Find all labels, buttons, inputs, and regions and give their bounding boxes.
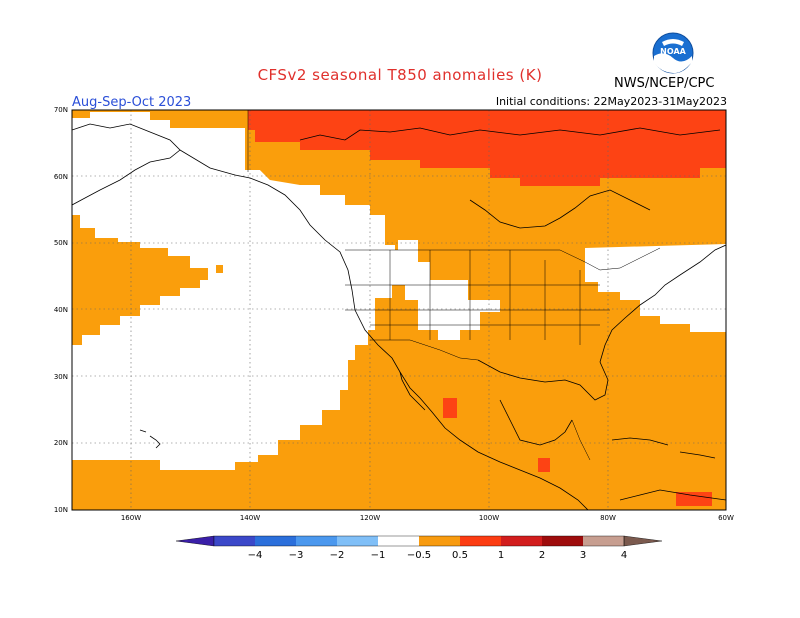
latitude-labels: 70N 60N 50N 40N 30N 20N 10N (54, 106, 68, 514)
initial-conditions-label: Initial conditions: 22May2023-31May2023 (495, 95, 727, 108)
graticule (72, 110, 726, 510)
warm-spot-central-america (538, 458, 550, 472)
season-label: Aug-Sep-Oct 2023 (72, 95, 192, 110)
map-title: CFSv2 seasonal T850 anomalies (K) (257, 66, 543, 84)
colorbar-tick-label: 3 (580, 550, 586, 561)
map-frame (71, 109, 727, 511)
colorbar-segment (296, 536, 337, 546)
neutral-region-northeast (585, 244, 726, 332)
colorbar-tick-label: 0.5 (452, 550, 468, 561)
lon-label: 80W (600, 514, 616, 522)
colorbar-tick-label: 1 (498, 550, 504, 561)
longitude-labels: 160W 140W 120W 100W 80W 60W (121, 514, 734, 522)
lat-label: 60N (54, 173, 68, 181)
warm-region-arctic (248, 110, 726, 186)
colorbar-tick-label: −1 (371, 550, 386, 561)
lat-label: 50N (54, 239, 68, 247)
colorbar-tick-label: −2 (330, 550, 345, 561)
colorbar-segment (501, 536, 542, 546)
colorbar-segment (255, 536, 296, 546)
colorbar-arrow-left (175, 535, 215, 547)
lat-label: 10N (54, 506, 68, 514)
colorbar-segment (337, 536, 378, 546)
colorbar-segment (583, 536, 624, 546)
colorbar-segment (542, 536, 583, 546)
neutral-region-west (72, 112, 500, 470)
agency-label: NWS/NCEP/CPC (614, 76, 715, 91)
political-boundaries (247, 110, 661, 461)
lon-label: 60W (718, 514, 734, 522)
colorbar-arrow-right (623, 535, 663, 547)
colorbar-outline (213, 535, 625, 547)
lon-label: 140W (240, 514, 260, 522)
colorbar-tick-label: −4 (248, 550, 263, 561)
warm-spot-south-america (676, 492, 712, 506)
lat-label: 70N (54, 106, 68, 114)
colorbar-tick-label: 2 (539, 550, 545, 561)
colorbar-tick-label: 4 (621, 550, 627, 561)
noaa-logo-text: NOAA (660, 47, 686, 56)
anomaly-field (72, 110, 726, 510)
colorbar-segment (419, 536, 460, 546)
lat-label: 20N (54, 439, 68, 447)
lat-label: 40N (54, 306, 68, 314)
colorbar-segment (378, 536, 419, 546)
colorbar-tick-label: −3 (289, 550, 304, 561)
lat-label: 30N (54, 373, 68, 381)
lon-label: 100W (479, 514, 499, 522)
noaa-logo: NOAA (652, 32, 694, 74)
colorbar-tick-label: −0.5 (407, 550, 431, 561)
lon-label: 120W (360, 514, 380, 522)
colorbar: −4 −3 −2 −1 −0.5 0.5 1 2 3 4 (175, 535, 663, 561)
colorbar-segment (460, 536, 501, 546)
coastlines (72, 123, 726, 510)
warm-spot-mexico (443, 398, 457, 418)
lon-label: 160W (121, 514, 141, 522)
colorbar-segment (214, 536, 255, 546)
